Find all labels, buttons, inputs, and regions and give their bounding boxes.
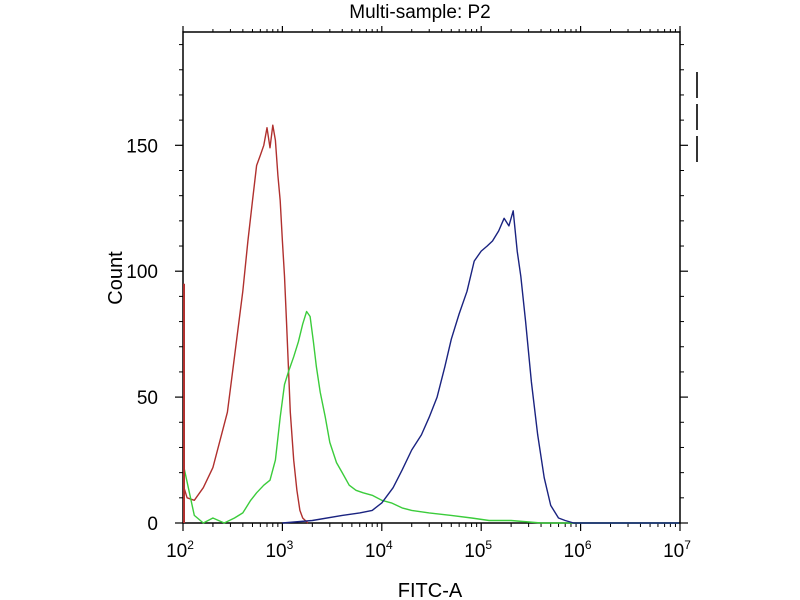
series-red-histogram: [183, 124, 309, 524]
x-tick-label: 106: [564, 538, 592, 562]
series-green-histogram: [183, 310, 679, 524]
chart-title: Multi-sample: P2: [349, 2, 491, 23]
y-tick-label: 0: [147, 514, 158, 535]
plot-frame: [182, 31, 681, 524]
axis-ticks: 102 103 104 105 106 107 0 50 100 150: [126, 26, 691, 562]
x-tick-label: 103: [265, 538, 293, 562]
x-tick-label: 105: [464, 538, 492, 562]
x-tick-label: 104: [365, 538, 393, 562]
series-blue-histogram: [282, 210, 679, 524]
x-axis-label: FITC-A: [398, 580, 463, 600]
y-tick-label: 50: [137, 388, 158, 409]
y-tick-label: 150: [126, 136, 158, 157]
series-layer: [183, 124, 679, 524]
x-tick-label: 107: [663, 538, 691, 562]
y-tick-label: 100: [126, 262, 158, 283]
x-tick-label: 102: [166, 538, 194, 562]
y-axis-label: Count: [105, 251, 127, 305]
